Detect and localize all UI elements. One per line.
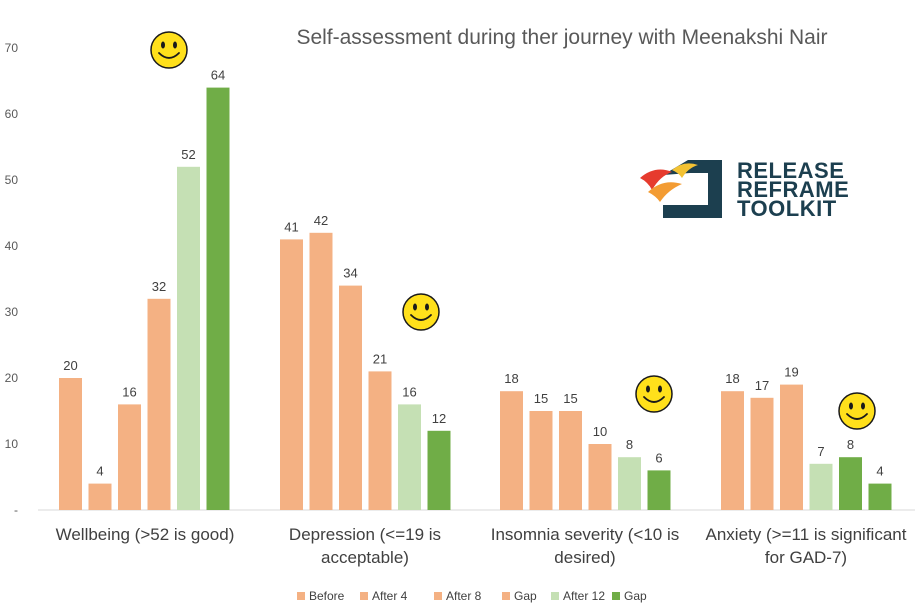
logo-line-3: TOOLKIT [737, 196, 837, 221]
y-tick-label: 30 [5, 305, 19, 319]
y-tick-label: 50 [5, 173, 19, 187]
smileys [150, 31, 876, 430]
legend-swatch [612, 592, 620, 600]
data-label: 64 [211, 68, 225, 83]
bar [427, 430, 451, 510]
legend-swatch [502, 592, 510, 600]
bar [398, 404, 421, 510]
logo-line-2: REFRAME [737, 177, 849, 202]
y-tick-label: 10 [5, 437, 19, 451]
legend-label: After 12 [563, 589, 605, 603]
legend-label: Before [309, 589, 345, 603]
data-label: 42 [314, 213, 328, 228]
bar [721, 391, 744, 510]
y-tick-label: 20 [5, 371, 19, 385]
y-tick-label: 60 [5, 107, 19, 121]
category-label: Insomnia severity (<10 is [491, 525, 680, 544]
chart-title: Self-assessment during ther journey with… [296, 26, 827, 49]
data-label: 20 [63, 358, 77, 373]
bar [839, 457, 862, 510]
bar [559, 411, 582, 510]
data-label: 10 [593, 424, 607, 439]
legend-label: After 4 [372, 589, 408, 603]
data-label: 18 [504, 371, 518, 386]
data-label: 16 [402, 384, 416, 399]
logo-line-1: RELEASE [737, 158, 844, 183]
y-axis: - 10 20 30 40 50 60 70 [5, 41, 19, 517]
bar [588, 444, 612, 510]
category-label: Wellbeing (>52 is good) [56, 525, 235, 544]
legend-swatch [360, 592, 368, 600]
legend-swatch [434, 592, 442, 600]
smiley-face-icon [635, 375, 673, 413]
y-tick-label: 70 [5, 41, 19, 55]
data-label: 15 [563, 391, 577, 406]
category-labels: Wellbeing (>52 is good) Depression (<=19 … [56, 525, 907, 567]
bar [177, 166, 200, 511]
bar [280, 239, 303, 510]
legend-item: After 12 [551, 589, 605, 603]
bar [59, 378, 82, 510]
data-label: 18 [725, 371, 739, 386]
data-labels: 20 4 16 32 52 64 41 42 34 21 16 12 18 15 15 10 8 6 18 17 19 7… [63, 68, 883, 479]
bar [647, 470, 671, 510]
smiley-face-icon [402, 293, 440, 331]
legend-label: After 8 [446, 589, 482, 603]
bar [809, 463, 833, 510]
data-label: 41 [284, 219, 298, 234]
bar [500, 391, 523, 510]
data-label: 52 [181, 147, 195, 162]
data-label: 34 [343, 266, 357, 281]
data-label: 7 [817, 444, 824, 459]
legend-label: Gap [624, 589, 647, 603]
bar [368, 371, 392, 510]
data-label: 19 [784, 365, 798, 380]
data-label: 15 [534, 391, 548, 406]
legend-item: Gap [502, 589, 537, 603]
data-label: 32 [152, 279, 166, 294]
bar [309, 232, 333, 511]
data-label: 17 [755, 378, 769, 393]
data-label: 4 [876, 464, 883, 479]
legend-item: After 8 [434, 589, 482, 603]
bars [59, 87, 892, 511]
bar [780, 384, 803, 510]
data-label: 8 [847, 437, 854, 452]
bar [147, 298, 171, 510]
data-label: 16 [122, 384, 136, 399]
release-reframe-toolkit-logo-icon [640, 160, 722, 218]
data-label: 6 [655, 450, 662, 465]
data-label: 8 [626, 437, 633, 452]
y-tick-label: 40 [5, 239, 19, 253]
legend-item: After 4 [360, 589, 408, 603]
legend-item: Gap [612, 589, 647, 603]
legend-swatch [297, 592, 305, 600]
bar [206, 87, 230, 510]
smiley-face-icon [838, 392, 876, 430]
bar [339, 285, 362, 510]
category-label: Depression (<=19 is [289, 525, 441, 544]
logo: RELEASE REFRAME TOOLKIT [640, 158, 849, 221]
bar [868, 483, 892, 510]
category-label: Anxiety (>=11 is significant [706, 525, 907, 544]
bar [118, 404, 141, 510]
data-label: 21 [373, 351, 387, 366]
bar [529, 411, 553, 510]
legend: Before After 4 After 8 Gap After 12 Gap [297, 589, 647, 603]
legend-swatch [551, 592, 559, 600]
bar [618, 457, 641, 510]
data-label: 12 [432, 411, 446, 426]
category-label: acceptable) [321, 548, 409, 567]
bar [750, 397, 774, 510]
y-tick-label: - [14, 503, 18, 517]
legend-label: Gap [514, 589, 537, 603]
bar [88, 483, 112, 510]
category-label: for GAD-7) [765, 548, 847, 567]
smiley-face-icon [150, 31, 188, 69]
data-label: 4 [96, 464, 103, 479]
legend-item: Before [297, 589, 345, 603]
category-label: desired) [554, 548, 615, 567]
